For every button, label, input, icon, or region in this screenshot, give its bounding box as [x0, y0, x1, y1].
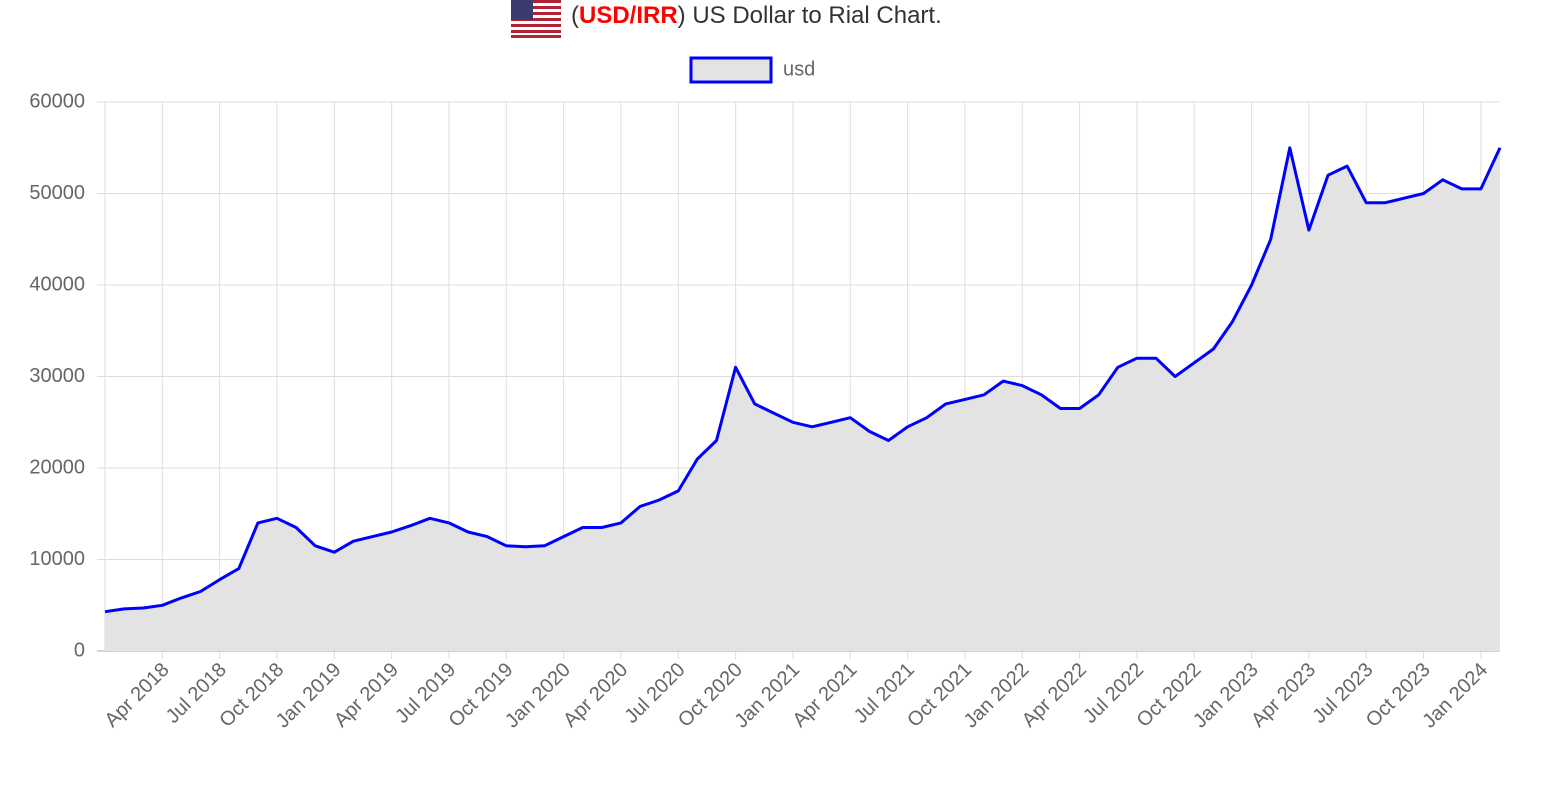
- line: [104, 146, 1502, 614]
- y-tick-label: 30000: [29, 365, 85, 387]
- y-tick-label: 20000: [29, 456, 85, 478]
- area: [105, 147, 1500, 652]
- x-tick-label: Apr 2018: [101, 659, 174, 732]
- title-part: ) US Dollar to Rial Chart.: [678, 2, 942, 29]
- title-part: (: [571, 2, 579, 29]
- y-tick-label: 40000: [29, 273, 85, 295]
- y-tick-label: 10000: [29, 548, 85, 570]
- y-tick-label: 50000: [29, 182, 85, 204]
- y-tick-label: 60000: [29, 90, 85, 112]
- y-tick-label: 0: [74, 639, 85, 661]
- title-pair: USD/IRR: [579, 2, 678, 29]
- legend-swatch: [689, 56, 773, 84]
- flag-icon: [511, 0, 561, 38]
- chart-title: (USD/IRR) US Dollar to Rial Chart.: [571, 2, 942, 29]
- legend-label: usd: [783, 58, 815, 80]
